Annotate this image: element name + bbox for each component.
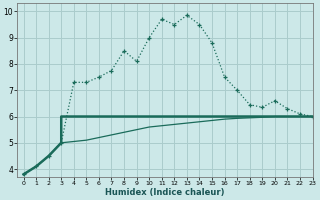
X-axis label: Humidex (Indice chaleur): Humidex (Indice chaleur) [105, 188, 225, 197]
